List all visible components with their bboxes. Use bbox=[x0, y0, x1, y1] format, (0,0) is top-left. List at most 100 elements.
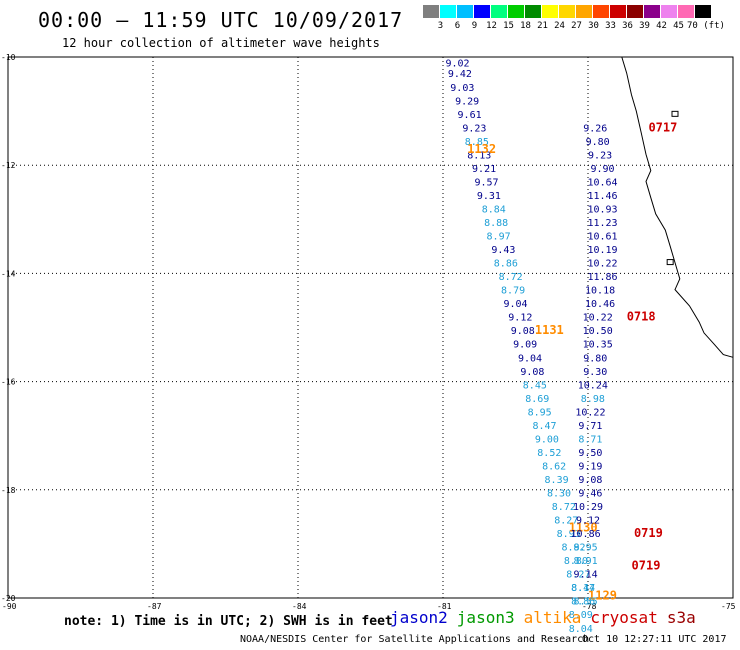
pass-time-label: 1132 bbox=[467, 142, 496, 156]
wave-height-label: 8.86 bbox=[571, 597, 595, 608]
lat-tick-label: -20 bbox=[1, 594, 16, 603]
wave-height-label: 9.90 bbox=[590, 164, 614, 175]
pass-time-label: 0719 bbox=[632, 559, 661, 573]
wave-height-label: 8.55 bbox=[574, 597, 598, 608]
wave-height-label: 8.09 bbox=[569, 610, 593, 621]
lat-tick-label: -14 bbox=[1, 269, 16, 278]
wave-height-label: 8.98 bbox=[581, 394, 605, 405]
lat-tick-label: -12 bbox=[1, 161, 16, 170]
wave-height-label: 8.80 bbox=[564, 556, 588, 567]
wave-height-label: 8.86 bbox=[494, 259, 518, 270]
colorbar-swatch bbox=[423, 5, 440, 18]
wave-height-label: 8.52 bbox=[537, 448, 561, 459]
wave-height-label: 10.93 bbox=[587, 204, 617, 215]
colorbar-swatch bbox=[508, 5, 525, 18]
lon-tick-label: -84 bbox=[292, 602, 307, 611]
wave-height-label: 10.22 bbox=[575, 407, 605, 418]
wave-height-label: 8.95 bbox=[528, 407, 552, 418]
wave-height-label: 8.27 bbox=[566, 570, 590, 581]
colorbar-label: 12 bbox=[486, 21, 497, 31]
wave-height-label: 9.23 bbox=[588, 150, 612, 161]
pass-time-label: 0718 bbox=[627, 310, 656, 324]
colorbar-swatch bbox=[593, 5, 610, 18]
colorbar-swatch bbox=[474, 5, 491, 18]
map-frame bbox=[7, 56, 734, 599]
wave-height-label: 9.30 bbox=[583, 367, 607, 378]
wave-height-label: 10.22 bbox=[587, 259, 617, 270]
wave-height-label: 8.72 bbox=[552, 502, 576, 513]
colorbar-swatch bbox=[610, 5, 627, 18]
wave-height-label: 9.46 bbox=[578, 489, 602, 500]
wave-height-label: 9.61 bbox=[458, 110, 482, 121]
pass-time-label: 0719 bbox=[634, 526, 663, 540]
wave-height-label: 9.50 bbox=[578, 448, 602, 459]
wave-height-label: 9.57 bbox=[474, 177, 498, 188]
island bbox=[666, 259, 674, 266]
wave-height-label: 9.19 bbox=[578, 461, 602, 472]
lon-tick-label: -75 bbox=[721, 602, 736, 611]
wave-height-label: 9.08 bbox=[578, 475, 602, 486]
wave-height-label: 8.45 bbox=[523, 380, 547, 391]
wave-height-label: 9.08 bbox=[520, 367, 544, 378]
colorbar-swatch bbox=[525, 5, 542, 18]
colorbar-label: 18 bbox=[520, 21, 531, 31]
colorbar-swatch bbox=[440, 5, 457, 18]
wave-height-label: 8.92 bbox=[561, 543, 585, 554]
page-title: 00:00 – 11:59 UTC 10/09/2017 bbox=[38, 8, 404, 32]
wave-height-label: 10.64 bbox=[587, 177, 617, 188]
wave-height-label: 9.29 bbox=[455, 96, 479, 107]
wave-height-label: 11.23 bbox=[587, 218, 617, 229]
wave-height-label: 10.61 bbox=[587, 232, 617, 243]
wave-height-label: 10.22 bbox=[583, 313, 613, 324]
colorbar-label: 30 bbox=[588, 21, 599, 31]
wave-height-label: 8.62 bbox=[542, 461, 566, 472]
colorbar-swatch bbox=[661, 5, 678, 18]
wave-height-label: 10.46 bbox=[585, 299, 615, 310]
colorbar-swatch bbox=[695, 5, 712, 18]
colorbar-swatch bbox=[627, 5, 644, 18]
colorbar-label: 33 bbox=[605, 21, 616, 31]
wave-height-label: 8.44 bbox=[571, 583, 595, 594]
colorbar-label: 3 bbox=[437, 21, 444, 31]
wave-height-label: 8.93 bbox=[557, 529, 581, 540]
pass-time-label: 1131 bbox=[535, 323, 564, 337]
colorbar-swatch bbox=[457, 5, 474, 18]
lon-tick-label: -87 bbox=[147, 602, 162, 611]
lon-tick-label: -78 bbox=[582, 602, 597, 611]
wave-height-label: 8.85 bbox=[465, 137, 489, 148]
wave-height-label: 8.91 bbox=[574, 556, 598, 567]
lat-tick-label: -10 bbox=[1, 53, 16, 62]
wave-height-label: 9.31 bbox=[477, 191, 501, 202]
wave-height-label: 8.72 bbox=[499, 272, 523, 283]
colorbar-label: 24 bbox=[554, 21, 565, 31]
wave-height-label: 8.69 bbox=[525, 394, 549, 405]
wave-height-label: 9.80 bbox=[586, 137, 610, 148]
wave-height-label: 9.12 bbox=[508, 313, 532, 324]
legend-item-altika: altika bbox=[523, 608, 582, 627]
footer-timestamp: Oct 10 12:27:11 UTC 2017 bbox=[582, 634, 727, 645]
wave-height-label: 11.46 bbox=[587, 191, 617, 202]
wave-height-label: 9.08 bbox=[511, 326, 535, 337]
pass-time-label: 1130 bbox=[569, 521, 598, 535]
wave-height-label: 8.27 bbox=[554, 516, 578, 527]
wave-height-label: 10.24 bbox=[578, 380, 608, 391]
wave-height-label: 8.79 bbox=[501, 286, 525, 297]
wave-height-label: 9.80 bbox=[583, 353, 607, 364]
wave-height-label: 10.50 bbox=[583, 326, 613, 337]
colorbar-label: 21 bbox=[537, 21, 548, 31]
wave-height-label: 9.42 bbox=[448, 69, 472, 80]
wave-height-label: 8.97 bbox=[487, 232, 511, 243]
wave-height-label: 9.23 bbox=[462, 123, 486, 134]
wave-height-label: 10.86 bbox=[571, 529, 601, 540]
colorbar-swatch bbox=[644, 5, 661, 18]
wave-height-label: 8.71 bbox=[578, 434, 602, 445]
wave-height-label: 9.26 bbox=[583, 123, 607, 134]
colorbar-swatch bbox=[559, 5, 576, 18]
wave-height-label: 9.21 bbox=[472, 164, 496, 175]
colorbar-label: 45 bbox=[673, 21, 684, 31]
colorbar-swatch bbox=[678, 5, 695, 18]
colorbar-label: 39 bbox=[639, 21, 650, 31]
wave-height-label: 8.30 bbox=[547, 489, 571, 500]
wave-height-label: 9.04 bbox=[518, 353, 542, 364]
